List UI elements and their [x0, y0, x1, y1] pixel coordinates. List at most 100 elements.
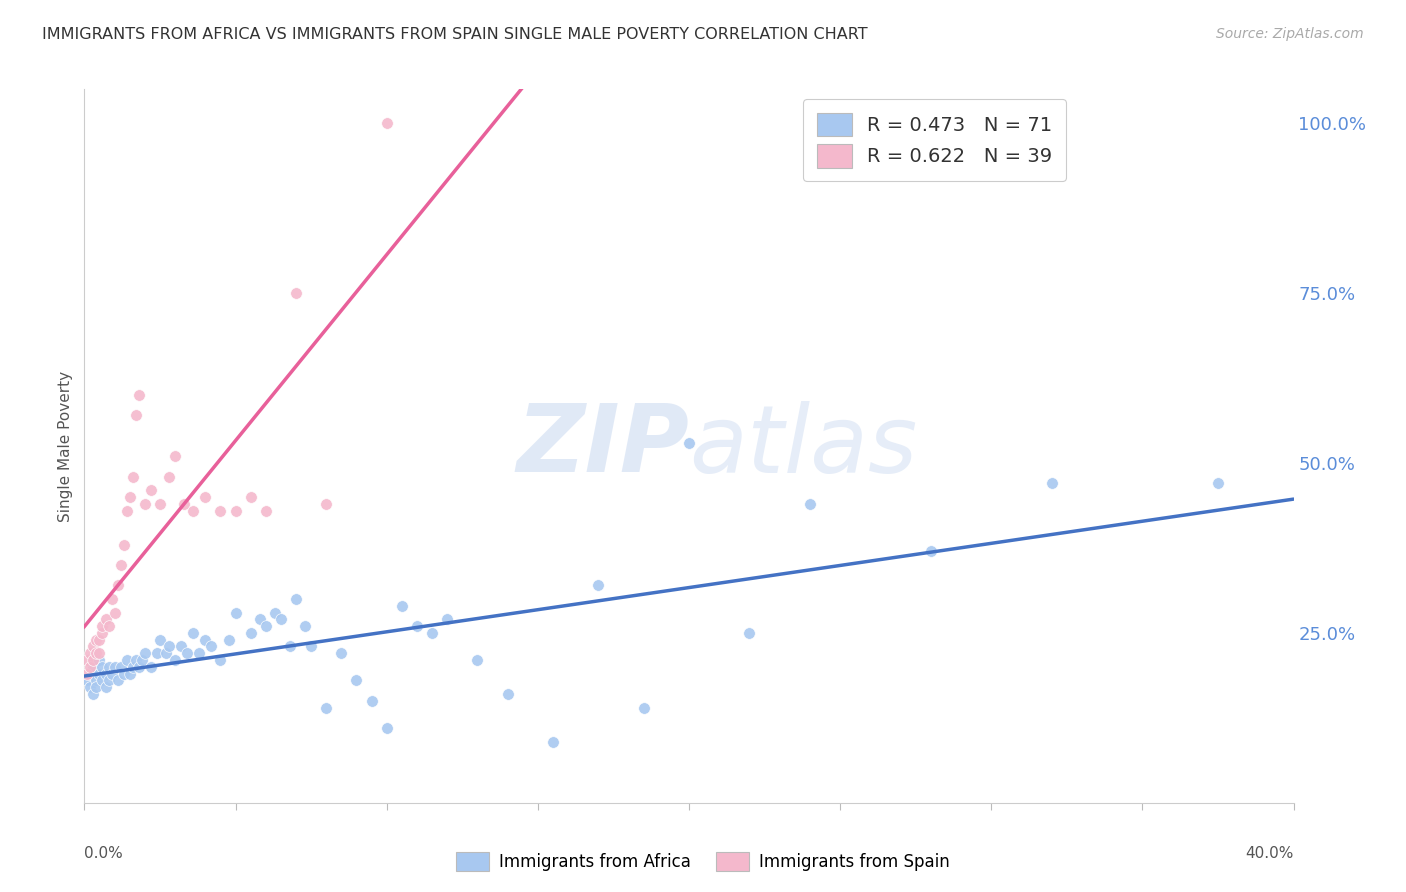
Point [165, 653, 187, 667]
Point [225, 503, 247, 517]
Point [155, 646, 177, 660]
Point [128, 388, 150, 402]
Point [346, 673, 368, 688]
Point [209, 503, 232, 517]
Point [149, 497, 172, 511]
Point [209, 653, 232, 667]
Point [149, 632, 172, 647]
Point [121, 660, 143, 674]
Y-axis label: Single Male Poverty: Single Male Poverty [58, 370, 73, 522]
Point [541, 734, 564, 748]
Point [134, 497, 156, 511]
Point [134, 646, 156, 660]
Point [89, 646, 111, 660]
Point [118, 490, 141, 504]
Point [330, 646, 353, 660]
Text: atlas: atlas [689, 401, 917, 491]
Point [118, 666, 141, 681]
Point [285, 286, 308, 301]
Point [107, 578, 129, 592]
Point [391, 599, 413, 613]
Point [91, 660, 114, 674]
Point [115, 653, 138, 667]
Point [194, 490, 217, 504]
Point [91, 626, 114, 640]
Point [86, 646, 108, 660]
Point [1206, 476, 1229, 491]
Point [104, 660, 127, 674]
Point [104, 606, 127, 620]
Point [110, 558, 132, 572]
Point [249, 612, 271, 626]
Point [165, 449, 187, 463]
Point [420, 626, 443, 640]
Text: 40.0%: 40.0% [1246, 846, 1294, 861]
Point [125, 409, 148, 423]
Point [94, 666, 117, 681]
Point [496, 687, 519, 701]
Point [100, 591, 122, 606]
Point [315, 700, 337, 714]
Point [97, 660, 120, 674]
Point [91, 673, 114, 688]
Point [225, 606, 247, 620]
Point [97, 619, 120, 633]
Point [131, 653, 153, 667]
Point [920, 544, 942, 558]
Text: IMMIGRANTS FROM AFRICA VS IMMIGRANTS FROM SPAIN SINGLE MALE POVERTY CORRELATION : IMMIGRANTS FROM AFRICA VS IMMIGRANTS FRO… [42, 27, 868, 42]
Point [89, 666, 111, 681]
Point [82, 640, 104, 654]
Point [146, 646, 169, 660]
Point [91, 619, 114, 633]
Point [360, 694, 382, 708]
Point [82, 660, 104, 674]
Text: Source: ZipAtlas.com: Source: ZipAtlas.com [1216, 27, 1364, 41]
Point [218, 632, 240, 647]
Point [270, 612, 292, 626]
Point [76, 673, 98, 688]
Point [79, 680, 101, 694]
Point [110, 660, 132, 674]
Point [86, 632, 108, 647]
Point [79, 666, 101, 681]
Point [157, 640, 180, 654]
Point [97, 673, 120, 688]
Point [738, 626, 761, 640]
Point [79, 646, 101, 660]
Point [115, 503, 138, 517]
Point [170, 640, 193, 654]
Point [254, 503, 277, 517]
Point [76, 666, 98, 681]
Point [375, 721, 398, 735]
Point [107, 673, 129, 688]
Point [173, 497, 195, 511]
Point [315, 497, 337, 511]
Point [406, 619, 429, 633]
Point [181, 503, 204, 517]
Point [112, 537, 135, 551]
Point [86, 680, 108, 694]
Text: ZIP: ZIP [516, 400, 689, 492]
Point [139, 660, 162, 674]
Point [278, 640, 301, 654]
Point [188, 646, 211, 660]
Point [89, 653, 111, 667]
Point [89, 632, 111, 647]
Text: 0.0%: 0.0% [84, 846, 124, 861]
Point [239, 626, 262, 640]
Point [128, 660, 150, 674]
Point [86, 673, 108, 688]
Point [678, 435, 700, 450]
Legend: R = 0.473   N = 71, R = 0.622   N = 39: R = 0.473 N = 71, R = 0.622 N = 39 [803, 99, 1066, 181]
Point [94, 612, 117, 626]
Point [263, 606, 285, 620]
Point [200, 640, 222, 654]
Point [121, 469, 143, 483]
Point [799, 497, 821, 511]
Point [181, 626, 204, 640]
Point [139, 483, 162, 498]
Point [112, 666, 135, 681]
Point [1040, 476, 1063, 491]
Point [375, 116, 398, 130]
Point [239, 490, 262, 504]
